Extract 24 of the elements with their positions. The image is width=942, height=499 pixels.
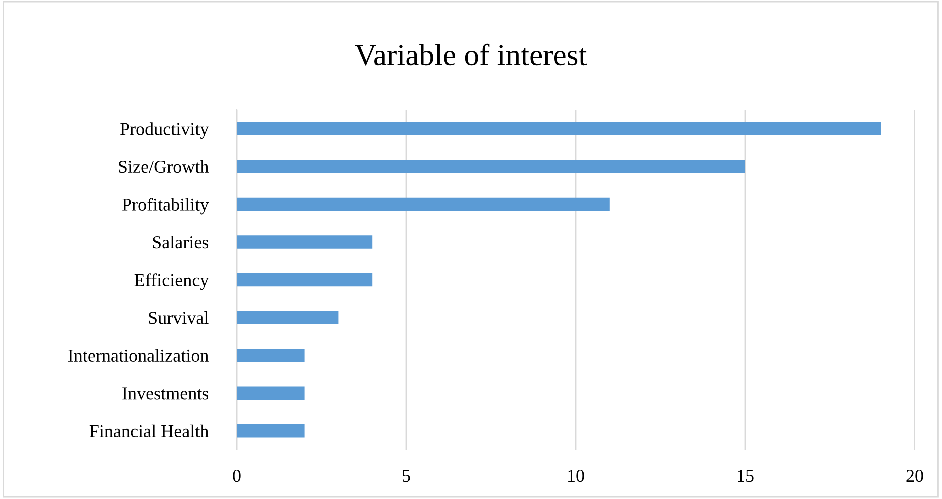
y-tick-label: Internationalization: [68, 349, 209, 362]
y-tick-label: Profitability: [122, 198, 210, 215]
y-tick-label: Investments: [122, 388, 209, 400]
x-tick-label: 10: [568, 470, 584, 482]
bar: [237, 386, 305, 400]
y-tick-label: Financial Health: [90, 424, 209, 438]
bar: [237, 198, 610, 212]
bar: [237, 236, 373, 249]
x-tick-label: 0: [233, 470, 241, 482]
chart-title: Variable of interest: [355, 44, 588, 66]
bar: [237, 160, 746, 174]
y-tick-label: Survival: [149, 312, 209, 324]
y-tick-label: Productivity: [120, 122, 210, 140]
y-tick-label: Salaries: [153, 236, 209, 249]
y-tick-label: Efficiency: [134, 274, 210, 290]
x-tick-label: 20: [906, 470, 924, 482]
bar: [237, 424, 305, 438]
bar: [237, 311, 339, 324]
bar: [237, 122, 882, 136]
bar: [237, 348, 305, 362]
y-tick-label: Size/Growth: [119, 160, 209, 174]
x-tick-label: 15: [738, 470, 754, 482]
x-tick-label: 5: [403, 470, 410, 482]
bar: [237, 273, 373, 287]
